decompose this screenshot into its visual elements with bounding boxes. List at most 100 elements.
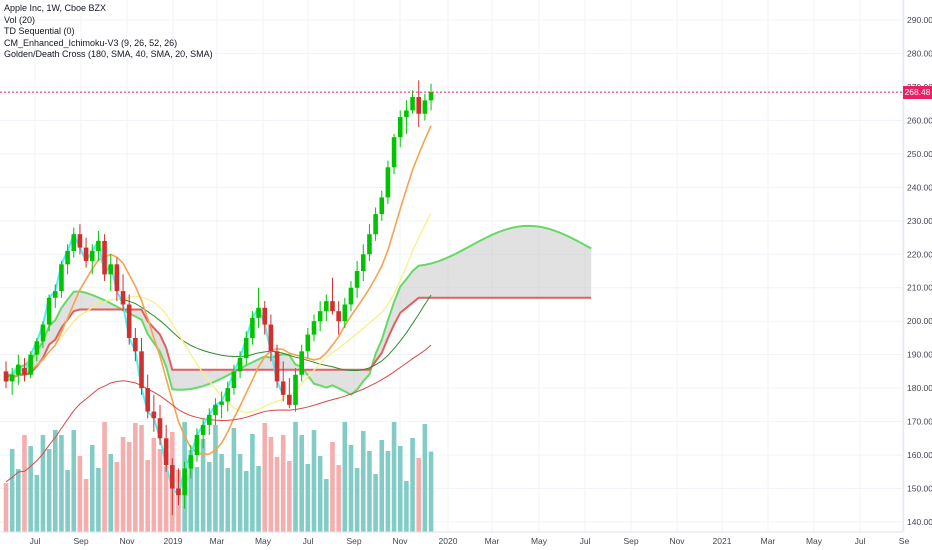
sma-20-line xyxy=(5,212,432,414)
cloud-span-a xyxy=(5,224,592,396)
candle-body xyxy=(145,388,150,412)
volume-bar xyxy=(274,457,280,532)
candle-body xyxy=(354,271,360,288)
volume-bar xyxy=(330,442,335,532)
candle-body xyxy=(139,351,144,389)
legend-title[interactable]: Apple Inc, 1W, Cboe BZX xyxy=(4,3,107,13)
price-tick-label: 260.00 xyxy=(907,115,932,125)
price-tick-label: 200.00 xyxy=(907,316,932,326)
volume-bar xyxy=(157,449,163,532)
candle-body xyxy=(34,341,40,355)
candle-body xyxy=(96,240,101,251)
volume-bar xyxy=(391,422,397,532)
volume-bar xyxy=(145,460,150,532)
legend-item-volume[interactable]: Vol (20) xyxy=(4,14,36,25)
time-tick-label: Jul xyxy=(303,536,314,546)
ichimoku-cloud xyxy=(5,224,592,396)
volume-bar xyxy=(287,461,292,532)
candle-body xyxy=(237,358,243,372)
candle-body xyxy=(287,394,292,405)
time-tick-label: Nov xyxy=(119,536,135,546)
volume-bar xyxy=(237,454,243,532)
time-tick-label: Jul xyxy=(855,536,866,546)
legend-item-golden-death-cross[interactable]: Golden/Death Cross (180, SMA, 40, SMA, 2… xyxy=(4,49,213,59)
candle-body xyxy=(410,97,415,111)
candle-body xyxy=(151,411,157,419)
volume-bar xyxy=(46,449,52,532)
candle-body xyxy=(268,324,274,352)
volume-bar xyxy=(108,454,114,532)
volume-bar xyxy=(139,425,144,532)
candle-body xyxy=(391,137,397,168)
price-tick-label: 230.00 xyxy=(907,216,932,226)
volume-bar xyxy=(385,451,391,532)
candle-body xyxy=(71,234,77,251)
price-axis[interactable]: 140.00 150.00 160.00 170.00 180.00 190.00 200.… xyxy=(902,0,932,532)
volume-bar xyxy=(200,439,206,532)
candle-body xyxy=(182,468,187,496)
price-tick-label: 180.00 xyxy=(907,383,932,393)
time-tick-label: Sep xyxy=(346,536,361,546)
volume-bar xyxy=(422,424,428,532)
candle-body xyxy=(83,247,89,261)
volume-bar xyxy=(96,468,101,532)
candle-body xyxy=(200,424,206,435)
candle-body xyxy=(157,418,163,439)
volume-bar xyxy=(133,423,138,532)
price-tick-label: 250.00 xyxy=(907,149,932,159)
volume-bar xyxy=(428,451,434,532)
volume-bar xyxy=(262,423,268,532)
time-tick-label: Jul xyxy=(580,536,591,546)
candle-body xyxy=(3,371,9,382)
indicator-lines xyxy=(5,125,432,498)
candle-body xyxy=(225,388,231,402)
candle-body xyxy=(311,321,317,335)
time-tick-label: 2019 xyxy=(164,536,183,546)
volume-bar xyxy=(52,430,58,532)
candle-body xyxy=(330,301,335,312)
volume-bar xyxy=(410,438,415,532)
time-tick-label: May xyxy=(806,536,823,546)
candle-body xyxy=(163,438,169,466)
candle-body xyxy=(348,287,354,305)
volume-bar xyxy=(188,450,194,532)
grid-lines xyxy=(0,0,905,532)
volume-bar xyxy=(379,440,385,532)
volume-bar xyxy=(28,446,33,532)
candle-body xyxy=(77,234,83,248)
volume-bar xyxy=(299,435,304,532)
volume-bar xyxy=(324,479,329,532)
volume-bar xyxy=(65,470,70,532)
volume-bar xyxy=(163,466,169,532)
volume-bar xyxy=(126,442,132,532)
volume-bar xyxy=(194,467,200,532)
cloud-span-b xyxy=(5,296,592,380)
candle-body xyxy=(324,301,329,312)
volume-bar xyxy=(22,435,27,532)
time-tick-label: 2020 xyxy=(439,536,458,546)
volume-bar xyxy=(151,438,157,532)
time-axis[interactable]: Jul Sep Nov 2019 Mar May Jul Sep Nov 2020 Mar May Ju… xyxy=(0,531,909,546)
volume-bar xyxy=(206,462,212,532)
candle-body xyxy=(317,311,323,322)
price-tick-label: 190.00 xyxy=(907,350,932,360)
candle-body xyxy=(16,364,21,375)
volume-bar xyxy=(3,483,9,532)
volume-bar xyxy=(342,422,348,532)
volume-bar xyxy=(311,430,317,532)
volume-bar xyxy=(83,479,89,532)
candle-body xyxy=(194,434,200,456)
candle-body xyxy=(28,354,33,375)
candle-body xyxy=(176,488,181,496)
chart-legend: Apple Inc, 1W, Cboe BZX Vol (20) TD Sequ… xyxy=(4,3,213,61)
legend-item-td-sequential[interactable]: TD Sequential (0) xyxy=(4,26,75,36)
candle-body xyxy=(379,197,385,215)
legend-item-ichimoku[interactable]: CM_Enhanced_Ichimoku-V3 (9, 26, 52, 26) xyxy=(4,37,178,48)
candle-body xyxy=(404,110,409,118)
time-tick-label: Sep xyxy=(623,536,638,546)
candle-body xyxy=(385,167,391,198)
volume-bar xyxy=(250,434,255,532)
candle-body xyxy=(170,465,175,489)
candle-body xyxy=(120,291,126,305)
